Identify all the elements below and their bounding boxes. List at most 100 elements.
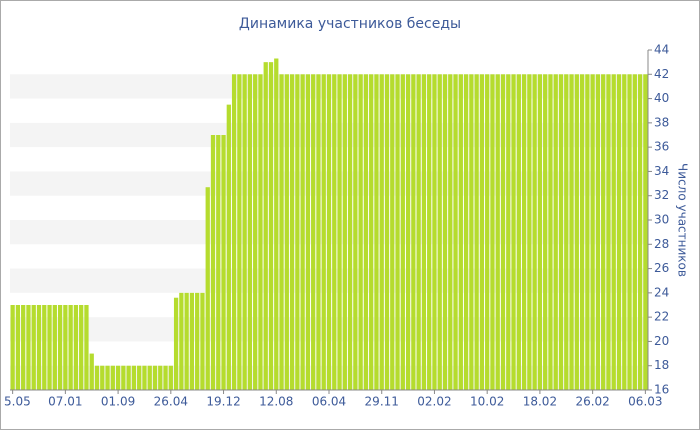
bar [26, 305, 31, 390]
bar [411, 74, 416, 391]
x-tick-label: 18.02 [523, 395, 557, 409]
bar [506, 74, 511, 391]
x-tick-label: 26.02 [575, 395, 609, 409]
bar [369, 74, 374, 391]
bar [36, 305, 42, 390]
bar [342, 74, 347, 391]
bar [84, 305, 89, 390]
bar [337, 74, 342, 391]
bar [184, 292, 189, 390]
bar [10, 305, 15, 390]
bar [458, 74, 463, 391]
bar [158, 365, 163, 390]
x-tick-label: 01.09 [101, 395, 135, 409]
bar [442, 74, 448, 391]
bar [115, 365, 121, 390]
bar [216, 135, 221, 390]
bar [579, 74, 585, 391]
bar [585, 74, 590, 391]
bar [463, 74, 469, 391]
bar [147, 365, 152, 390]
bar [400, 74, 405, 391]
bar [195, 292, 200, 390]
bar [421, 74, 427, 391]
bar [437, 74, 442, 391]
bar [163, 365, 168, 390]
bar [379, 74, 384, 391]
x-tick-label: 29.11 [365, 395, 399, 409]
bar [606, 74, 611, 391]
bar [105, 365, 110, 390]
y-tick-label: 18 [654, 358, 669, 372]
y-tick-label: 34 [654, 164, 669, 178]
x-tick-label: 10.02 [470, 395, 504, 409]
bar [427, 74, 432, 391]
bar [332, 74, 337, 391]
bar [590, 74, 595, 391]
y-tick-label: 24 [654, 285, 669, 299]
bar [137, 365, 142, 390]
bar [474, 74, 479, 391]
bar [131, 365, 137, 390]
bar [448, 74, 453, 391]
bar [142, 365, 147, 390]
bar [353, 74, 358, 391]
bar [405, 74, 411, 391]
y-tick-label: 28 [654, 237, 669, 251]
bar [516, 74, 521, 391]
bar [295, 74, 300, 391]
bar [305, 74, 311, 391]
bar [121, 365, 126, 390]
y-axis-title: Число участников [676, 163, 690, 277]
bar [279, 74, 284, 391]
bar [490, 74, 495, 391]
bar [15, 305, 21, 390]
bar [94, 365, 100, 390]
bar [89, 353, 94, 390]
bar [558, 74, 564, 391]
y-tick-label: 36 [654, 140, 669, 154]
bar [168, 365, 173, 390]
bar [289, 74, 295, 391]
bar [126, 365, 131, 390]
y-tick-label: 38 [654, 115, 669, 129]
bar [469, 74, 474, 391]
bar [632, 74, 637, 391]
bar [221, 135, 226, 390]
bar [100, 365, 105, 390]
x-tick-label: 12.08 [259, 395, 293, 409]
y-tick-label: 26 [654, 261, 669, 275]
bar [569, 74, 574, 391]
bar [31, 305, 36, 390]
bar [42, 305, 47, 390]
x-tick-label: 19.12 [206, 395, 240, 409]
bar [316, 74, 321, 391]
x-tick-label: 5.05 [4, 395, 31, 409]
bar [511, 74, 516, 391]
bar [374, 74, 379, 391]
bar [242, 74, 247, 391]
bar [268, 62, 274, 391]
bar [274, 58, 279, 390]
bar [601, 74, 606, 391]
x-tick-label: 26.04 [154, 395, 188, 409]
bar [616, 74, 622, 391]
x-tick-label: 06.03 [628, 395, 662, 409]
bar [390, 74, 395, 391]
bar [643, 74, 648, 391]
y-tick-label: 22 [654, 310, 669, 324]
chart-title: Динамика участников беседы [239, 16, 461, 32]
bar [326, 74, 332, 391]
y-tick-label: 30 [654, 213, 669, 227]
x-tick-label: 02.02 [417, 395, 451, 409]
bar [21, 305, 26, 390]
y-tick-label: 20 [654, 334, 669, 348]
bar [73, 305, 79, 390]
bar [637, 74, 643, 391]
y-tick-label: 42 [654, 67, 669, 81]
bar [284, 74, 289, 391]
bar [595, 74, 601, 391]
bar [57, 305, 63, 390]
bar [253, 74, 258, 391]
